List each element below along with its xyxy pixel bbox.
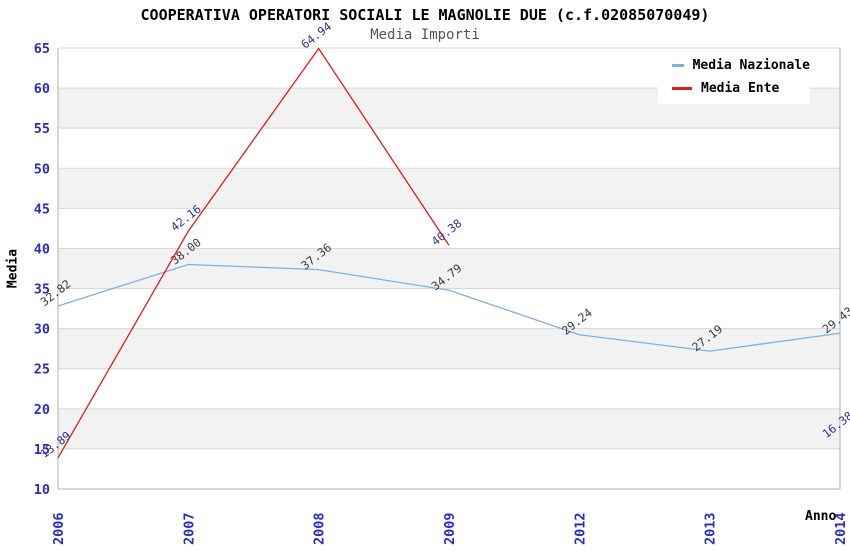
svg-text:50: 50 xyxy=(34,161,50,177)
legend-item-media-nazionale: Media Nazionale xyxy=(658,58,810,73)
svg-text:60: 60 xyxy=(34,81,50,97)
svg-text:2014: 2014 xyxy=(833,512,849,545)
svg-text:2008: 2008 xyxy=(312,512,328,545)
svg-text:20: 20 xyxy=(34,402,50,418)
svg-text:2012: 2012 xyxy=(572,512,588,545)
svg-text:35: 35 xyxy=(34,282,50,298)
y-axis-title: Media xyxy=(5,248,21,289)
legend-label-media-nazionale: Media Nazionale xyxy=(692,58,810,73)
svg-text:30: 30 xyxy=(34,322,50,338)
svg-text:25: 25 xyxy=(34,362,50,378)
svg-text:2007: 2007 xyxy=(181,512,197,545)
svg-text:65: 65 xyxy=(34,41,50,57)
legend-swatch-media-ente-icon xyxy=(672,87,692,90)
svg-text:15: 15 xyxy=(34,442,50,458)
svg-text:55: 55 xyxy=(34,121,50,137)
legend-item-media-ente: Media Ente xyxy=(658,81,810,96)
legend-label-media-ente: Media Ente xyxy=(701,81,780,96)
svg-text:45: 45 xyxy=(34,201,50,217)
chart-title: COOPERATIVA OPERATORI SOCIALI LE MAGNOLI… xyxy=(140,6,710,24)
legend-swatch-media-nazionale-icon xyxy=(672,64,684,67)
chart-subtitle: Media Importi xyxy=(370,27,480,43)
svg-text:40: 40 xyxy=(34,241,50,257)
svg-text:2006: 2006 xyxy=(51,512,67,545)
svg-text:64.94: 64.94 xyxy=(298,19,334,51)
svg-text:2009: 2009 xyxy=(442,512,458,545)
svg-text:2013: 2013 xyxy=(703,512,719,545)
svg-text:10: 10 xyxy=(34,482,50,498)
x-axis-title: Anno xyxy=(805,509,837,524)
legend: Media Nazionale Media Ente xyxy=(658,50,810,104)
